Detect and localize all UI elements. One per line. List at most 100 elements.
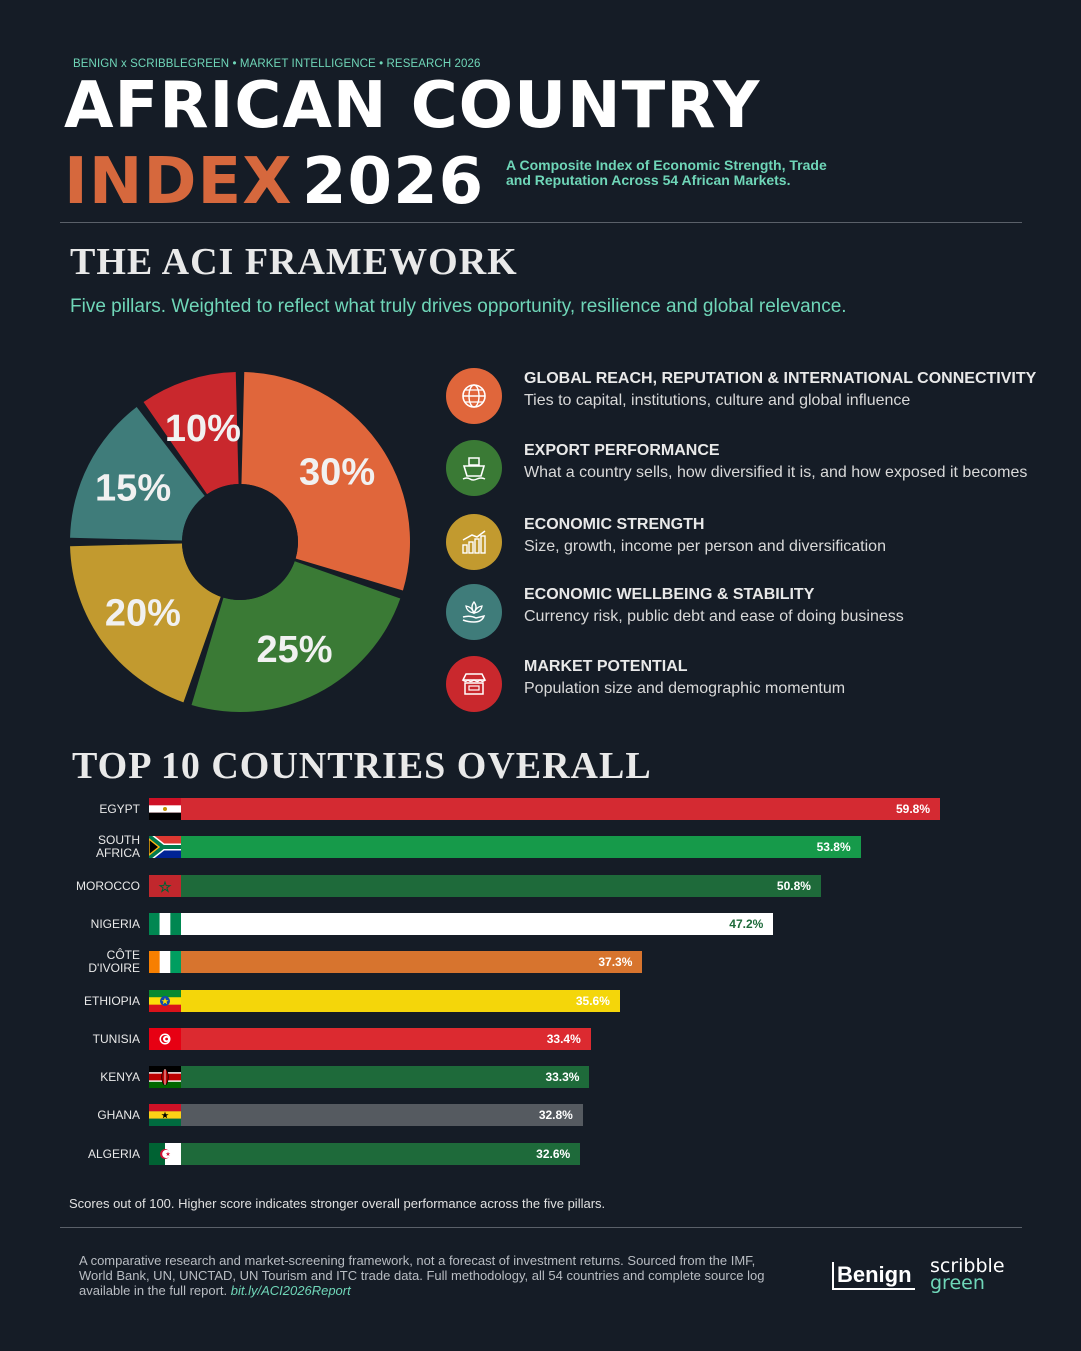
bar-value-label: 35.6% [575,994,610,1008]
bar-nigeria [149,913,774,935]
bar-category-label: TUNISIA [92,1031,140,1046]
bar-kenya [149,1066,590,1088]
bar-category-label: ETHIOPIA [83,993,140,1008]
flag-badge [146,833,181,861]
bar-ethiopia [149,990,620,1012]
flag-badge [149,875,181,897]
bar-cote-divoire [149,951,643,973]
flag-badge [149,1066,181,1088]
flag-morocco-icon [149,875,181,897]
flag-nigeria-icon [149,913,181,935]
flag-algeria-icon [149,1143,181,1165]
title-year: 2026 [302,145,485,219]
flag-badge [149,951,181,973]
flag-ghana-icon [149,1104,181,1126]
logo-scribble: scribble [930,1255,1005,1277]
pillar-description: Population size and demographic momentum [524,680,846,697]
pillar-title: GLOBAL REACH, REPUTATION & INTERNATIONAL… [524,370,1037,387]
logo-green: green [930,1272,985,1294]
subtitle: A Composite Index of Economic Strength, … [506,157,827,188]
pillar-title: ECONOMIC STRENGTH [524,516,705,533]
benign-logo: Benign [832,1262,915,1290]
bar-category-label: SOUTH AFRICA [20,834,140,860]
donut-slice-15 [70,407,205,541]
pillar-description: Size, growth, income per person and dive… [524,538,886,555]
bar-value-label: 37.3% [598,955,633,969]
disclaimer: A comparative research and market-screen… [79,1253,779,1298]
flag-egypt-icon [149,798,181,820]
flag-badge [149,990,181,1012]
flag-badge [149,913,181,935]
flag-kenya-icon [149,1066,181,1088]
bar-south-africa [149,836,861,858]
bar-category-label: GHANA [97,1107,140,1122]
donut-hole [182,484,298,600]
bar-category-label-line: CÔTE [106,948,140,962]
donut-slice-label: 15% [95,468,171,510]
scribblegreen-logo: scribble green [930,1255,1005,1294]
pillar-title: EXPORT PERFORMANCE [524,442,720,459]
donut-slice-label: 20% [105,593,181,635]
pillar-icon-badge [446,368,502,424]
chart-footnote: Scores out of 100. Higher score indicate… [69,1196,606,1211]
bar-category-label: KENYA [100,1069,140,1084]
bar-morocco [149,875,821,897]
bar-value-label: 53.8% [816,840,851,854]
flag-cote-divoire-icon [149,951,181,973]
growth-chart-icon [462,530,486,554]
bar-category-label: ALGERIA [87,1146,140,1161]
bar-value-label: 50.8% [776,879,811,893]
donut-slice-label: 25% [256,629,332,671]
lotus-hand-icon [462,600,486,623]
bar-category-label: MOROCCO [76,878,140,893]
bar-category-label-line: AFRICA [95,846,140,860]
donut-slice-20 [70,543,221,703]
pillar-description: What a country sells, how diversified it… [524,464,1028,481]
bar-category-label-line: D'IVOIRE [88,961,140,975]
title-line-1: AFRICAN COUNTRY [64,69,761,143]
bar-category-label-line: SOUTH [98,833,140,847]
donut-slice-label: 10% [165,408,241,450]
pillar-icon-badge [446,584,502,640]
bar-value-label: 33.3% [545,1070,580,1084]
weights-donut-chart: 30% 25% 20% 15% 10% [70,372,410,712]
bar-category-label: NIGERIA [90,916,140,931]
pillar-icon-badge [446,440,502,496]
flag-badge [149,1143,181,1165]
donut-slice-10 [143,372,239,495]
pillar-icon-badge [446,514,502,570]
disclaimer-text: A comparative research and market-screen… [79,1253,765,1298]
framework-tagline: Five pillars. Weighted to reflect what t… [70,296,847,317]
bar-algeria [149,1143,581,1165]
bar-ghana [149,1104,583,1126]
bar-category-label: CÔTE D'IVOIRE [20,949,140,975]
top10-heading: TOP 10 COUNTRIES OVERALL [72,745,652,787]
flag-badge [149,1104,181,1126]
flag-south-africa-icon [146,833,181,861]
market-stall-icon [461,673,487,695]
bar-value-label: 33.4% [546,1032,581,1046]
pillar-description: Currency risk, public debt and ease of d… [524,608,904,625]
bar-value-label: 47.2% [729,917,764,931]
pillar-title: ECONOMIC WELLBEING & STABILITY [524,586,815,603]
flag-ethiopia-icon [149,990,181,1012]
title-index: INDEX [64,145,293,219]
bar-egypt [149,798,940,820]
flag-tunisia-icon [149,1028,181,1050]
flag-badge [149,798,181,820]
pillar-title: MARKET POTENTIAL [524,658,688,675]
donut-slice-label: 30% [299,451,375,493]
flag-badge [149,1028,181,1050]
framework-heading: THE ACI FRAMEWORK [70,241,518,283]
bar-value-label: 32.6% [536,1147,571,1161]
bar-category-label: EGYPT [99,801,140,816]
ship-icon [462,457,486,481]
kicker: BENIGN x SCRIBBLEGREEN • MARKET INTELLIG… [73,58,481,70]
divider [60,222,1022,223]
pillar-description: Ties to capital, institutions, culture a… [524,392,911,409]
bar-tunisia [149,1028,591,1050]
report-link[interactable]: bit.ly/ACI2026Report [230,1283,351,1298]
bar-value-label: 32.8% [538,1108,573,1122]
divider [60,1227,1022,1228]
pillar-icon-badge [446,656,502,712]
